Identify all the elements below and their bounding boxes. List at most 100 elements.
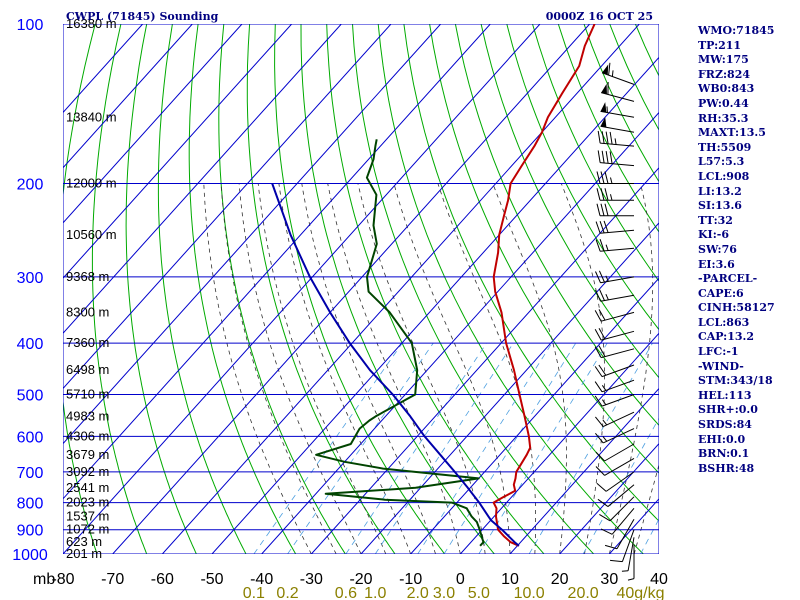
- barb-full: [609, 151, 613, 164]
- barb-full: [595, 416, 604, 427]
- barb-full: [600, 188, 605, 201]
- dry-adiabat: [125, 24, 197, 554]
- wind-barb: [600, 507, 635, 535]
- isotherm: [161, 24, 640, 554]
- mixing-ratio-label: 20.0: [568, 585, 599, 600]
- barb-full: [603, 220, 609, 233]
- barb-half: [621, 570, 629, 572]
- isotherm: [63, 24, 442, 445]
- barb-staff: [600, 142, 635, 147]
- wind-barb: [597, 130, 635, 147]
- barb-full: [600, 528, 613, 535]
- barb-staff: [600, 162, 635, 167]
- stat-item: WMO:71845: [698, 24, 775, 37]
- mixing-ratio-label: 0.1: [243, 585, 265, 600]
- barb-staff: [600, 110, 635, 118]
- height-label: 9368 m: [66, 269, 109, 284]
- wind-barb: [597, 484, 635, 507]
- temperature-tick-label: -80: [51, 571, 74, 588]
- barb-full: [609, 131, 613, 145]
- barb-full: [595, 433, 604, 444]
- moist-adiabat: [437, 183, 536, 554]
- wind-barb: [600, 116, 635, 133]
- barb-full: [604, 188, 609, 201]
- barb-staff: [607, 484, 635, 507]
- barb-half: [605, 244, 609, 251]
- wind-barb: [594, 379, 635, 393]
- barb-full: [595, 466, 605, 476]
- barb-full: [607, 82, 609, 95]
- mixing-ratio-label: 0.6: [335, 585, 357, 600]
- barb-staff: [601, 330, 635, 341]
- barb-half: [610, 194, 613, 201]
- isotherm: [63, 24, 293, 279]
- isotherm: [310, 166, 659, 554]
- pressure-label: 700: [17, 465, 44, 482]
- barb-staff: [600, 276, 635, 284]
- mixing-ratio-line: [443, 342, 577, 554]
- stat-item: WB0:843: [698, 82, 755, 96]
- barb-half: [602, 436, 608, 442]
- barb-full: [600, 171, 605, 184]
- barb-full: [594, 366, 603, 377]
- wind-barb: [594, 345, 635, 359]
- wind-barb: [596, 188, 634, 201]
- temperature-tick-label: 0: [456, 571, 465, 588]
- mixing-ratio-label: 3.0: [433, 585, 455, 600]
- wind-barb: [596, 171, 634, 184]
- dry-adiabat: [300, 24, 495, 554]
- stat-item: KI:-6: [698, 228, 729, 242]
- stat-item: STM:343/18: [698, 374, 773, 388]
- isotherm: [211, 56, 659, 554]
- mixing-ratio-label: 0.2: [276, 585, 298, 600]
- height-label: 3679 m: [66, 447, 109, 462]
- wind-barb: [595, 270, 635, 284]
- barb-half: [606, 106, 608, 113]
- stat-item: TT:32: [698, 213, 733, 227]
- temperature-tick-label: 20: [551, 571, 569, 588]
- height-label: 5710 m: [66, 386, 109, 401]
- barb-full: [598, 289, 605, 301]
- barb-half: [605, 275, 609, 282]
- barb-staff: [600, 247, 635, 252]
- stat-item: PW:0.44: [698, 96, 749, 110]
- height-label: 1537 m: [66, 509, 109, 524]
- mixing-ratio-label: 40g/kg: [616, 585, 664, 600]
- barb-full: [596, 482, 607, 492]
- barb-staff: [600, 229, 635, 234]
- x-unit-label: mb: [33, 571, 55, 588]
- isotherm: [63, 24, 491, 500]
- barb-staff: [602, 428, 635, 444]
- stat-item: BRN:0.1: [698, 447, 750, 461]
- barb-staff: [611, 507, 635, 535]
- mixing-ratio-label: 1.0: [364, 585, 386, 600]
- wind-barb: [610, 529, 635, 563]
- dry-adiabat: [352, 24, 595, 554]
- stat-item: RH:35.3: [698, 111, 749, 125]
- pressure-label: 1000: [12, 547, 48, 564]
- barb-staff: [616, 519, 635, 549]
- stats-panel: WMO:71845 TP:211 MW:175 FRZ:824 WB0:843 PW:0.…: [698, 24, 800, 476]
- height-label: 10560 m: [66, 227, 117, 242]
- barb-staff: [600, 125, 635, 133]
- dry-adiabat: [188, 24, 297, 554]
- pressure-label: 900: [17, 523, 44, 540]
- barb-staff: [627, 537, 635, 571]
- barb-full: [605, 131, 609, 144]
- pressure-label: 300: [17, 270, 44, 287]
- barb-full: [598, 270, 605, 283]
- wind-barb: [594, 309, 635, 322]
- barb-pennant: [600, 116, 607, 128]
- mixing-ratio-label: 5.0: [468, 585, 490, 600]
- height-label: 12000 m: [66, 176, 117, 191]
- wind-barb: [621, 537, 635, 572]
- wind-barb: [595, 457, 635, 476]
- barb-half: [601, 399, 607, 406]
- barb-full: [597, 150, 601, 163]
- temperature-tick-label: -50: [200, 571, 223, 588]
- barb-staff: [601, 364, 635, 378]
- temperature-tick-label: -60: [151, 571, 174, 588]
- barb-full: [608, 62, 611, 76]
- barb-full: [595, 221, 601, 234]
- barb-half: [610, 177, 613, 184]
